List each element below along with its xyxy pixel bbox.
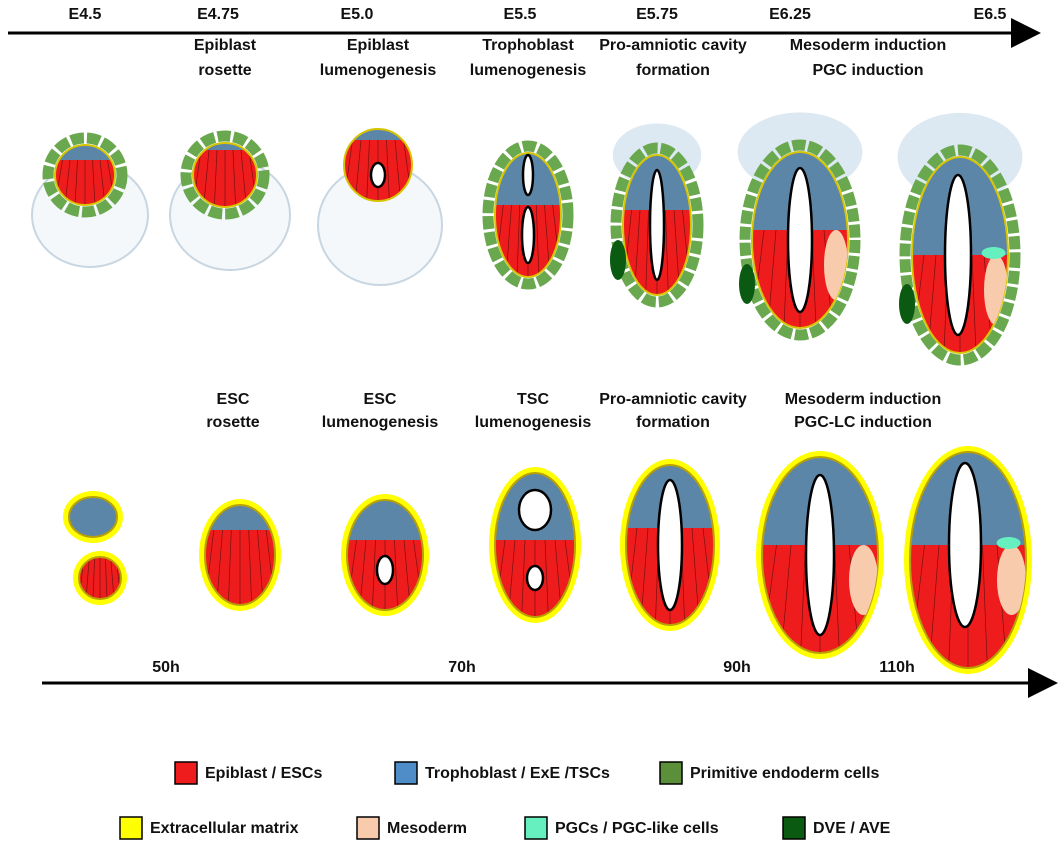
diagram: E4.5 E4.75 E5.0 E5.5 E5.75 E6.25 E6.5 Epiblast r… (0, 0, 1060, 843)
lumen (788, 168, 812, 312)
label: lumenogenesis (322, 414, 439, 431)
label: E5.75 (636, 6, 678, 23)
label: Epiblast / ESCs (205, 765, 322, 782)
label: PGCs / PGC-like cells (555, 820, 719, 837)
label: Mesoderm induction (785, 391, 941, 408)
lumen (650, 170, 664, 280)
label: E5.5 (504, 6, 537, 23)
lumen (522, 207, 534, 263)
embryo (898, 113, 1023, 360)
label: Trophoblast / ExE /TSCs (425, 765, 610, 782)
embryo (199, 499, 281, 611)
lumen (523, 155, 533, 195)
label: E6.5 (974, 6, 1007, 23)
label: E4.75 (197, 6, 239, 23)
label: ESC (217, 391, 250, 408)
legend-swatch (175, 762, 197, 784)
legend-swatch (525, 817, 547, 839)
label: PGC-LC induction (794, 414, 932, 431)
lumen (945, 175, 971, 335)
label: rosette (206, 414, 259, 431)
legend-swatch (120, 817, 142, 839)
label: lumenogenesis (475, 414, 592, 431)
embryo (73, 551, 127, 605)
pgc (982, 247, 1006, 259)
label: 50h (152, 659, 180, 676)
legend-swatch (660, 762, 682, 784)
label: Epiblast (194, 37, 257, 54)
legend-swatch (783, 817, 805, 839)
embryo (756, 451, 884, 659)
label: 70h (448, 659, 476, 676)
embryo (170, 136, 290, 270)
embryo (489, 467, 581, 623)
legend-swatch (357, 817, 379, 839)
embryo (738, 112, 863, 335)
embryo (610, 124, 701, 303)
label: E5.0 (341, 6, 374, 23)
label: Pro-amniotic cavity (599, 37, 747, 54)
labels: E4.5 E4.75 E5.0 E5.5 E5.75 E6.25 E6.5 Epiblast r… (69, 6, 1007, 839)
label: lumenogenesis (470, 62, 587, 79)
label: PGC induction (812, 62, 923, 79)
label: formation (636, 62, 710, 79)
pgc (997, 537, 1021, 549)
label: lumenogenesis (320, 62, 437, 79)
label: 90h (723, 659, 751, 676)
lumen (949, 463, 981, 627)
label: DVE / AVE (813, 820, 891, 837)
label: Mesoderm (387, 820, 467, 837)
lumen (377, 556, 393, 584)
embryo (32, 138, 148, 267)
legend-swatch (395, 762, 417, 784)
label: E4.5 (69, 6, 102, 23)
dve (739, 264, 755, 304)
label: ESC (364, 391, 397, 408)
embryo (620, 459, 720, 631)
lumen (519, 490, 551, 530)
embryo (488, 146, 568, 284)
label: rosette (198, 62, 251, 79)
lumen (806, 475, 834, 635)
label: Primitive endoderm cells (690, 765, 880, 782)
label: Mesoderm induction (790, 37, 946, 54)
label: TSC (517, 391, 549, 408)
cell-line (69, 537, 75, 600)
embryo (341, 494, 429, 616)
label: Pro-amniotic cavity (599, 391, 747, 408)
dve (610, 240, 626, 280)
label: E6.25 (769, 6, 811, 23)
embryo (904, 446, 1032, 674)
lumen (527, 566, 543, 590)
label: Epiblast (347, 37, 410, 54)
embryo (318, 129, 442, 285)
label: 110h (879, 659, 915, 676)
lumen (371, 163, 385, 187)
label: formation (636, 414, 710, 431)
dve (899, 284, 915, 324)
label: Trophoblast (482, 37, 574, 54)
label: Extracellular matrix (150, 820, 299, 837)
lumen (658, 480, 682, 610)
